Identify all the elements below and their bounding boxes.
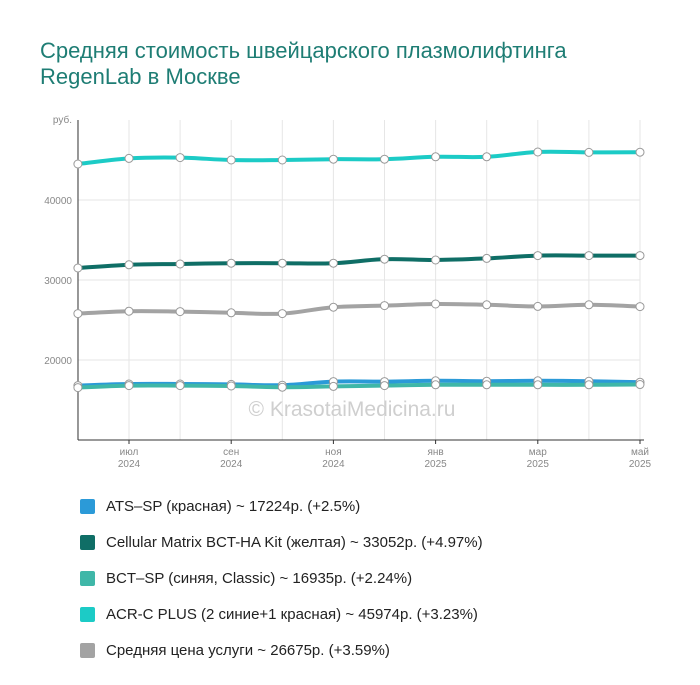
legend-label: Средняя цена услуги ~ 26675р. (+3.59%) [106, 641, 390, 659]
legend-item[interactable]: ACR-C PLUS (2 синие+1 красная) ~ 45974р.… [80, 596, 680, 632]
y-axis-label: руб. [53, 114, 72, 126]
data-point [380, 381, 389, 391]
x-tick-label: 2024 [322, 459, 345, 470]
legend-item[interactable]: ATS–SP (красная) ~ 17224р. (+2.5%) [80, 488, 680, 524]
data-point [277, 155, 287, 165]
x-tick-label: 2024 [118, 459, 141, 470]
data-point [124, 306, 134, 316]
legend-swatch [80, 642, 95, 658]
data-point [175, 153, 185, 163]
data-point [73, 309, 83, 319]
data-point [431, 299, 441, 309]
legend-item[interactable]: Средняя цена услуги ~ 26675р. (+3.59%) [80, 632, 680, 668]
data-point [328, 154, 338, 164]
y-tick-label: 40000 [44, 196, 72, 207]
data-point [175, 307, 185, 317]
data-point [73, 383, 83, 393]
legend-label: ACR-C PLUS (2 синие+1 красная) ~ 45974р.… [106, 605, 478, 623]
y-tick-label: 30000 [44, 276, 72, 287]
data-point [635, 380, 645, 390]
data-point [175, 381, 185, 391]
data-point [431, 152, 441, 162]
y-tick-label: 20000 [44, 356, 72, 367]
data-point [380, 301, 389, 311]
x-tick-label: 2025 [527, 459, 550, 470]
data-point [277, 258, 287, 268]
data-point [431, 255, 441, 265]
series-line [75, 253, 642, 270]
data-point [584, 380, 594, 390]
data-point [482, 253, 492, 263]
data-point [328, 381, 338, 391]
data-point [73, 263, 83, 273]
x-tick-label: 2025 [629, 459, 652, 470]
data-point [328, 302, 338, 312]
series-line [75, 149, 642, 166]
data-point [584, 251, 594, 261]
x-tick-label: 2025 [424, 459, 447, 470]
data-point [73, 159, 83, 169]
data-point [175, 259, 185, 269]
legend-label: ATS–SP (красная) ~ 17224р. (+2.5%) [106, 497, 361, 515]
x-tick-label: 2024 [220, 459, 243, 470]
legend-item[interactable]: Cellular Matrix BCT-HA Kit (желтая) ~ 33… [80, 524, 680, 560]
legend-label: BCT–SP (синяя, Classic) ~ 16935р. (+2.24… [106, 569, 413, 587]
data-point [533, 380, 543, 390]
data-point [635, 147, 645, 157]
data-point [431, 380, 441, 390]
data-point [277, 382, 287, 392]
data-point [226, 308, 236, 318]
legend-swatch [80, 498, 95, 514]
legend-swatch [80, 534, 95, 550]
data-point [380, 154, 389, 164]
data-point [380, 254, 389, 264]
data-point [226, 155, 236, 165]
x-tick-label: июл [120, 447, 139, 458]
data-point [584, 300, 594, 310]
data-point [482, 152, 492, 162]
data-point [533, 147, 543, 157]
data-point [635, 302, 645, 312]
series-line [75, 301, 642, 316]
x-tick-label: май [631, 447, 649, 458]
data-point [226, 258, 236, 268]
data-point [482, 380, 492, 390]
series-line [75, 382, 642, 390]
x-tick-label: сен [223, 447, 239, 458]
data-point [635, 251, 645, 261]
data-point [328, 258, 338, 268]
data-point [124, 381, 134, 391]
data-point [482, 300, 492, 310]
x-tick-label: мар [529, 447, 547, 458]
x-tick-label: янв [427, 447, 443, 458]
legend-label: Cellular Matrix BCT-HA Kit (желтая) ~ 33… [106, 533, 483, 551]
legend-swatch [80, 606, 95, 622]
data-point [277, 309, 287, 319]
data-point [226, 381, 236, 391]
line-chart: руб.200003000040000июл2024сен2024ноя2024… [44, 114, 652, 470]
data-point [533, 251, 543, 261]
chart-title: Средняя стоимость швейцарского плазмолиф… [40, 38, 567, 89]
chart-legend: ATS–SP (красная) ~ 17224р. (+2.5%) Cellu… [80, 488, 680, 668]
watermark: © KrasotaiMedicina.ru [249, 398, 456, 421]
data-point [124, 153, 134, 163]
legend-swatch [80, 570, 95, 586]
data-point [533, 301, 543, 311]
data-point [584, 147, 594, 157]
legend-item[interactable]: BCT–SP (синяя, Classic) ~ 16935р. (+2.24… [80, 560, 680, 596]
data-point [124, 260, 134, 270]
x-tick-label: ноя [325, 447, 342, 458]
